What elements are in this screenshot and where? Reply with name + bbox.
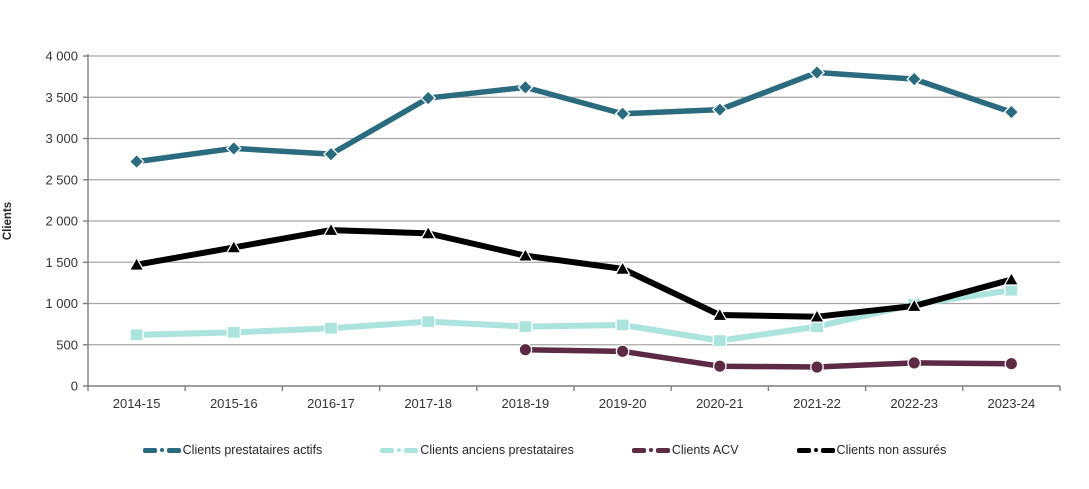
data-point-triangle	[711, 306, 728, 322]
legend-dot-icon	[397, 448, 402, 453]
data-point-diamond	[711, 101, 728, 118]
x-tick-label: 2017-18	[404, 396, 452, 411]
legend-label: Clients prestataires actifs	[182, 443, 323, 457]
data-point-diamond	[1003, 104, 1020, 121]
legend-label: Clients anciens prestataires	[420, 443, 574, 457]
data-point-square	[129, 328, 144, 342]
data-point-square	[518, 319, 533, 334]
data-point-diamond	[420, 90, 437, 106]
data-point-square	[712, 333, 727, 348]
legend-swatch-square-icon	[380, 447, 419, 453]
legend-dash-icon	[404, 447, 419, 453]
legend-item: Clients prestataires actifs	[142, 443, 323, 457]
data-point-triangle	[808, 308, 826, 323]
series-line	[136, 227, 1013, 320]
data-point-square	[421, 314, 436, 329]
data-point-diamond	[517, 79, 534, 96]
data-point-square	[615, 318, 630, 332]
data-point-triangle	[322, 221, 340, 237]
data-point-diamond	[906, 71, 923, 88]
legend-dash-icon	[820, 447, 835, 453]
legend-item: Clients ACV	[631, 443, 739, 457]
data-point-circle	[1004, 356, 1019, 371]
y-tick-label: 1 000	[45, 296, 78, 311]
legend-swatch-circle-icon	[631, 447, 670, 453]
data-point-triangle	[614, 260, 631, 275]
x-tick-label: 2018-19	[502, 396, 550, 411]
legend-item: Clients non assurés	[796, 443, 947, 457]
legend-dash-icon	[142, 447, 157, 453]
legend-swatch-diamond-icon	[142, 447, 181, 453]
y-tick-label: 500	[56, 337, 78, 352]
legend-label: Clients ACV	[671, 443, 739, 457]
legend-label: Clients non assurés	[836, 443, 947, 457]
data-point-triangle	[420, 225, 437, 240]
x-tick-label: 2019-20	[599, 396, 647, 411]
legend-swatch-triangle-icon	[796, 447, 835, 453]
chart-legend: Clients prestataires actifs Clients ancie…	[0, 444, 1089, 457]
legend-dash-icon	[796, 447, 811, 453]
x-tick-label: 2014-15	[113, 396, 161, 411]
data-point-triangle	[128, 256, 145, 271]
data-point-square	[226, 325, 241, 340]
data-point-circle	[712, 359, 727, 374]
data-point-triangle	[517, 247, 534, 262]
legend-dot-icon	[159, 448, 164, 453]
data-point-diamond	[225, 140, 242, 157]
data-point-triangle	[906, 297, 923, 313]
y-tick-label: 2 500	[45, 172, 78, 187]
data-point-square	[323, 321, 339, 335]
legend-dot-icon	[648, 448, 653, 453]
x-tick-label: 2022-23	[890, 396, 938, 411]
series-line	[136, 69, 1013, 165]
y-tick-label: 3 000	[45, 131, 78, 146]
y-tick-label: 2 000	[45, 214, 78, 229]
data-point-triangle	[225, 239, 242, 254]
data-point-circle	[907, 356, 922, 370]
data-point-circle	[810, 360, 824, 374]
data-point-square	[1004, 283, 1019, 297]
series-line	[525, 346, 1012, 370]
data-point-triangle	[1003, 271, 1020, 286]
x-tick-label: 2015-16	[210, 396, 258, 411]
data-point-circle	[615, 344, 630, 359]
data-point-diamond	[614, 105, 631, 122]
legend-dash-icon	[166, 447, 181, 453]
legend-dash-icon	[655, 447, 670, 453]
legend-item: Clients anciens prestataires	[380, 444, 574, 457]
x-tick-label: 2016-17	[307, 396, 355, 411]
legend-dash-icon	[380, 447, 395, 453]
y-tick-label: 0	[71, 379, 78, 394]
y-tick-label: 1 500	[45, 255, 78, 270]
legend-dash-icon	[631, 447, 646, 453]
series-line	[136, 287, 1012, 344]
legend-dot-icon	[813, 448, 818, 453]
x-tick-label: 2021-22	[793, 396, 841, 411]
y-tick-label: 4 000	[45, 49, 78, 64]
data-point-diamond	[809, 64, 825, 81]
x-tick-label: 2020-21	[696, 396, 744, 411]
data-point-circle	[518, 342, 533, 357]
data-point-diamond	[128, 153, 145, 170]
y-tick-label: 3 500	[45, 90, 78, 105]
x-tick-label: 2023-24	[988, 396, 1036, 411]
data-point-diamond	[323, 146, 339, 163]
